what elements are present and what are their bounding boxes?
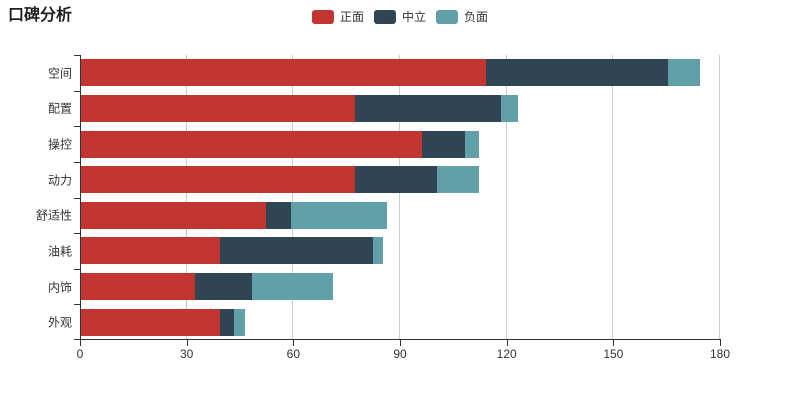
bar-segment[interactable] <box>219 237 373 265</box>
y-axis-category-label: 空间 <box>47 66 72 81</box>
bar-segment[interactable] <box>81 201 266 229</box>
legend-label: 中立 <box>401 10 427 24</box>
bar-segment[interactable] <box>436 166 480 194</box>
bar-row <box>81 59 700 87</box>
legend-label: 正面 <box>339 10 364 24</box>
bar-segment[interactable] <box>354 166 437 194</box>
bar-row <box>81 273 334 301</box>
gridline <box>505 55 507 340</box>
x-axis-line <box>80 339 721 340</box>
bar-segment[interactable] <box>422 130 465 158</box>
positive-swatch-icon <box>311 9 334 24</box>
bar-segment[interactable] <box>81 59 487 87</box>
gridline <box>399 55 400 340</box>
bar-segment[interactable] <box>251 273 334 301</box>
y-axis-category-label: 舒适性 <box>35 208 72 223</box>
bar-segment[interactable] <box>81 94 355 122</box>
bar-segment[interactable] <box>265 201 291 229</box>
gridline <box>185 55 187 340</box>
gridline <box>292 55 294 340</box>
x-axis-tick <box>720 340 721 346</box>
y-axis-line <box>80 55 81 340</box>
bar-row <box>81 201 387 229</box>
x-axis-tick-label: 180 <box>709 347 731 361</box>
x-axis-tick <box>80 340 81 346</box>
bar-row <box>81 237 384 265</box>
x-axis-tick-label: 30 <box>179 347 194 361</box>
bar-segment[interactable] <box>464 130 480 158</box>
bar-segment[interactable] <box>81 308 220 336</box>
bar-row <box>81 130 480 158</box>
y-axis-tick <box>74 198 80 199</box>
bar-segment[interactable] <box>486 59 668 87</box>
legend-label: 负面 <box>464 10 489 24</box>
gridline <box>719 55 720 340</box>
y-axis-category-label: 外观 <box>47 315 72 330</box>
legend: 正面 中立 负面 <box>311 8 488 25</box>
y-axis-tick <box>74 162 80 163</box>
bar-segment[interactable] <box>354 94 501 122</box>
y-axis-category-label: 内饰 <box>47 280 72 295</box>
bar-segment[interactable] <box>233 308 245 336</box>
x-axis-tick-label: 60 <box>286 347 301 361</box>
y-axis-tick <box>74 91 80 92</box>
y-axis-tick <box>74 55 80 56</box>
gridline <box>612 55 614 340</box>
x-axis-tick <box>400 340 401 346</box>
legend-item-negative[interactable]: 负面 <box>436 8 488 25</box>
bar-segment[interactable] <box>219 308 234 336</box>
bar-segment[interactable] <box>500 94 519 122</box>
bar-segment[interactable] <box>667 59 700 87</box>
y-axis-tick <box>74 269 80 270</box>
bar-row <box>81 94 519 122</box>
legend-item-positive[interactable]: 正面 <box>311 8 364 25</box>
y-axis-category-label: 配置 <box>47 101 72 116</box>
y-axis-category-label: 操控 <box>47 137 72 152</box>
plot-area: 0 30 60 90 120 150 180 空间配置操控动力舒适性油耗内饰外观 <box>36 55 730 361</box>
x-axis-tick-label: 90 <box>393 347 407 361</box>
y-axis-category-label: 动力 <box>47 173 72 188</box>
x-axis-tick-label: 150 <box>603 347 624 361</box>
neutral-swatch-icon <box>373 9 396 24</box>
y-axis-tick <box>74 339 80 340</box>
y-axis-tick <box>74 304 80 305</box>
y-axis-tick <box>74 233 80 234</box>
bar-segment[interactable] <box>290 201 387 229</box>
bar-segment[interactable] <box>194 273 252 301</box>
x-axis-tick <box>506 340 508 346</box>
x-axis-tick-label: 120 <box>496 347 517 361</box>
x-axis-tick <box>613 340 615 346</box>
x-axis-tick <box>186 340 188 346</box>
bar-segment[interactable] <box>81 237 220 265</box>
bar-row <box>81 166 480 194</box>
chart-title: 口碑分析 <box>8 7 73 24</box>
legend-item-neutral[interactable]: 中立 <box>373 8 427 25</box>
x-axis-tick-label: 0 <box>76 347 84 361</box>
bar-row <box>81 308 245 336</box>
bar-segment[interactable] <box>81 273 195 301</box>
x-axis-tick <box>293 340 295 346</box>
bar-segment[interactable] <box>81 130 423 158</box>
negative-swatch-icon <box>436 9 459 24</box>
y-axis-tick <box>74 126 80 127</box>
bar-segment[interactable] <box>81 166 355 194</box>
y-axis-category-label: 油耗 <box>47 244 72 259</box>
bar-segment[interactable] <box>372 237 384 265</box>
